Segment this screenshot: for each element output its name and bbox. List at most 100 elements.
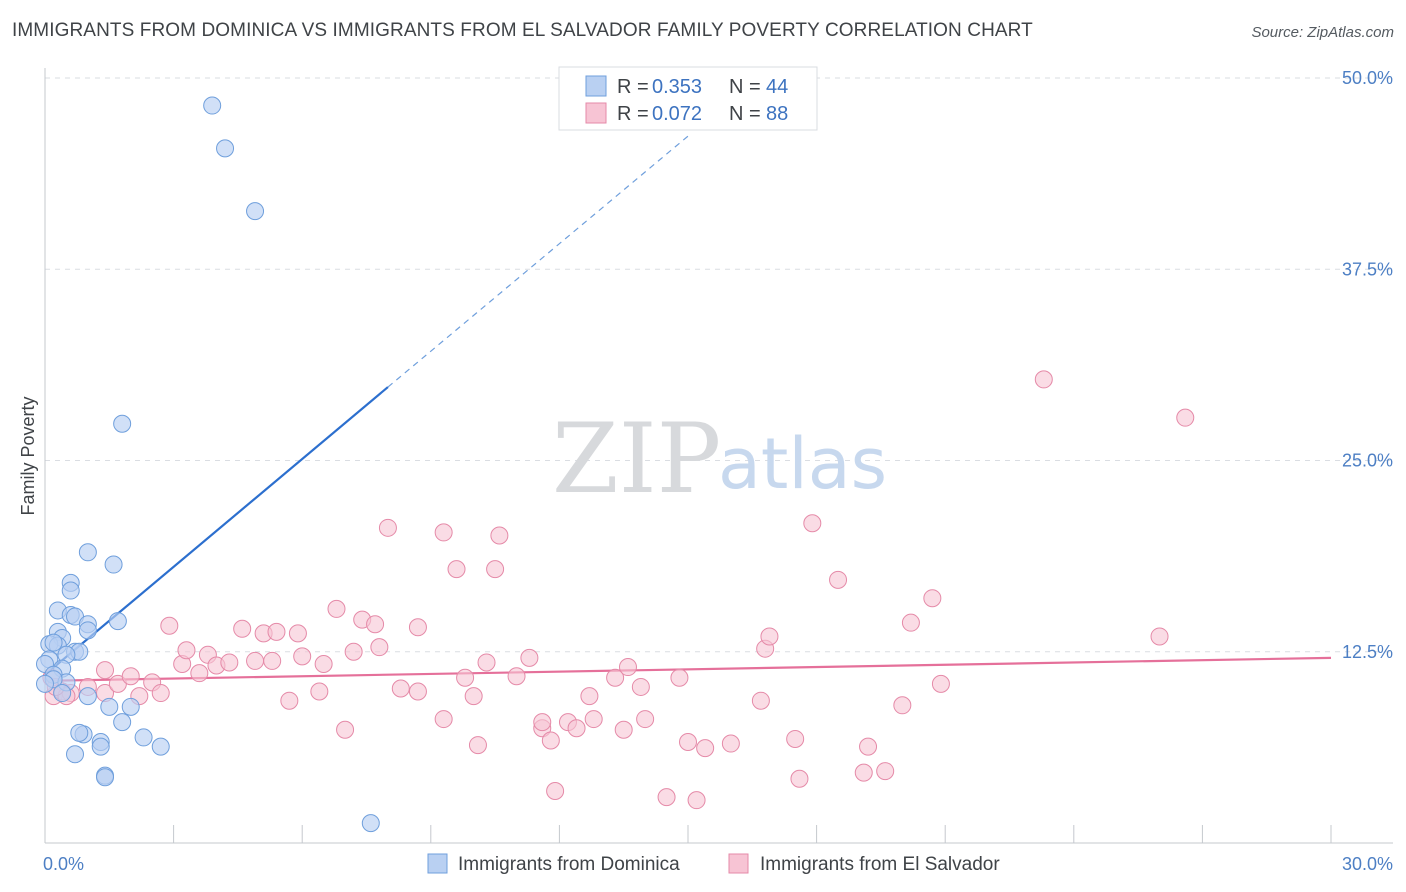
salvador-point	[687, 791, 706, 810]
legend-swatch-salvador	[585, 102, 607, 124]
salvador-point	[477, 653, 496, 672]
salvador-point	[790, 769, 809, 788]
dominica-point	[121, 697, 140, 716]
watermark: ZIP atlas	[552, 403, 887, 515]
legend-n-label-2: N =	[729, 103, 761, 125]
salvador-point	[876, 762, 895, 781]
x-tick-labels: 0.0% 30.0%	[43, 854, 1393, 874]
salvador-point	[923, 589, 942, 608]
salvador-point	[657, 788, 676, 807]
y-axis-label: Family Poverty	[18, 396, 38, 515]
salvador-point	[434, 710, 453, 729]
x-tick-label: 30.0%	[1342, 854, 1393, 874]
legend-r-label-1: R =	[617, 76, 649, 98]
salvador-point	[468, 736, 487, 755]
salvador-point	[486, 560, 505, 579]
dominica-point	[96, 768, 115, 787]
bottom-swatch-dominica	[427, 853, 448, 874]
salvador-point	[263, 651, 282, 670]
bottom-legend-dominica: Immigrants from Dominica	[458, 854, 680, 875]
salvador-point	[464, 687, 483, 706]
trend-lines	[44, 135, 1332, 682]
salvador-point	[370, 638, 389, 657]
dominica-trend-line	[44, 386, 389, 676]
salvador-point	[378, 518, 397, 537]
y-tick-labels: 12.5% 25.0% 37.5% 50.0%	[1342, 68, 1393, 662]
salvador-point	[854, 763, 873, 782]
legend-swatch-dominica	[585, 75, 607, 97]
salvador-point	[246, 651, 265, 670]
legend-n-label-1: N =	[729, 76, 761, 98]
legend-n-value-1: 44	[766, 76, 788, 98]
salvador-point	[803, 514, 822, 533]
dominica-point	[216, 139, 235, 158]
salvador-point	[293, 647, 312, 666]
dominica-point	[44, 633, 63, 652]
salvador-point	[606, 668, 625, 687]
salvador-point	[786, 729, 805, 748]
salvador-point	[829, 570, 848, 589]
salvador-point	[456, 668, 475, 687]
salvador-point	[721, 734, 740, 753]
y-tick-label: 37.5%	[1342, 259, 1393, 279]
salvador-point	[859, 737, 878, 756]
dominica-point	[100, 697, 119, 716]
x-tick-label: 0.0%	[43, 854, 84, 874]
axes	[44, 68, 1393, 844]
salvador-point	[121, 667, 140, 686]
salvador-point	[614, 720, 633, 739]
salvador-trend-line	[44, 656, 1332, 682]
dominica-point	[91, 737, 110, 756]
salvador-point	[751, 691, 770, 710]
dominica-point	[134, 728, 153, 747]
salvador-point	[327, 599, 346, 618]
salvador-point	[670, 668, 689, 687]
salvador-point	[160, 616, 179, 635]
legend-r-label-2: R =	[617, 103, 649, 125]
salvador-point	[631, 677, 650, 696]
dominica-points	[36, 96, 380, 833]
stats-legend: R = 0.353 N = 44 R = 0.072 N = 88	[558, 66, 818, 131]
dominica-point	[78, 687, 97, 706]
salvador-point	[507, 667, 526, 686]
salvador-point	[584, 710, 603, 729]
dominica-point	[113, 414, 132, 433]
salvador-point	[336, 720, 355, 739]
salvador-point	[96, 661, 115, 680]
salvador-point	[618, 658, 637, 677]
dominica-point	[361, 814, 380, 833]
salvador-point	[233, 619, 252, 638]
dominica-point	[113, 713, 132, 732]
salvador-point	[1150, 627, 1169, 646]
watermark-atlas: atlas	[718, 423, 887, 505]
dominica-point	[70, 723, 89, 742]
legend-r-value-2: 0.072	[652, 103, 702, 125]
salvador-point	[314, 654, 333, 673]
salvador-point	[177, 641, 196, 660]
salvador-point	[310, 682, 329, 701]
salvador-point	[391, 679, 410, 698]
chart-title: IMMIGRANTS FROM DOMINICA VS IMMIGRANTS F…	[12, 20, 1033, 41]
dominica-point	[36, 674, 54, 693]
salvador-point	[520, 648, 539, 667]
dominica-point	[78, 621, 97, 640]
dominica-point	[78, 543, 97, 562]
salvador-point	[447, 560, 466, 579]
y-tick-label: 50.0%	[1342, 68, 1393, 88]
salvador-point	[567, 719, 586, 738]
salvador-point	[267, 622, 286, 641]
salvador-point	[636, 710, 655, 729]
salvador-point	[546, 781, 565, 800]
salvador-point	[366, 615, 385, 634]
salvador-point	[288, 624, 307, 643]
salvador-point	[1176, 408, 1195, 427]
y-tick-label: 12.5%	[1342, 642, 1393, 662]
dominica-point	[246, 202, 265, 221]
salvador-point	[151, 684, 170, 703]
salvador-point	[580, 687, 599, 706]
salvador-point	[220, 653, 239, 672]
salvador-point	[434, 523, 453, 542]
legend-r-value-1: 0.353	[652, 76, 702, 98]
bottom-swatch-salvador	[728, 853, 749, 874]
